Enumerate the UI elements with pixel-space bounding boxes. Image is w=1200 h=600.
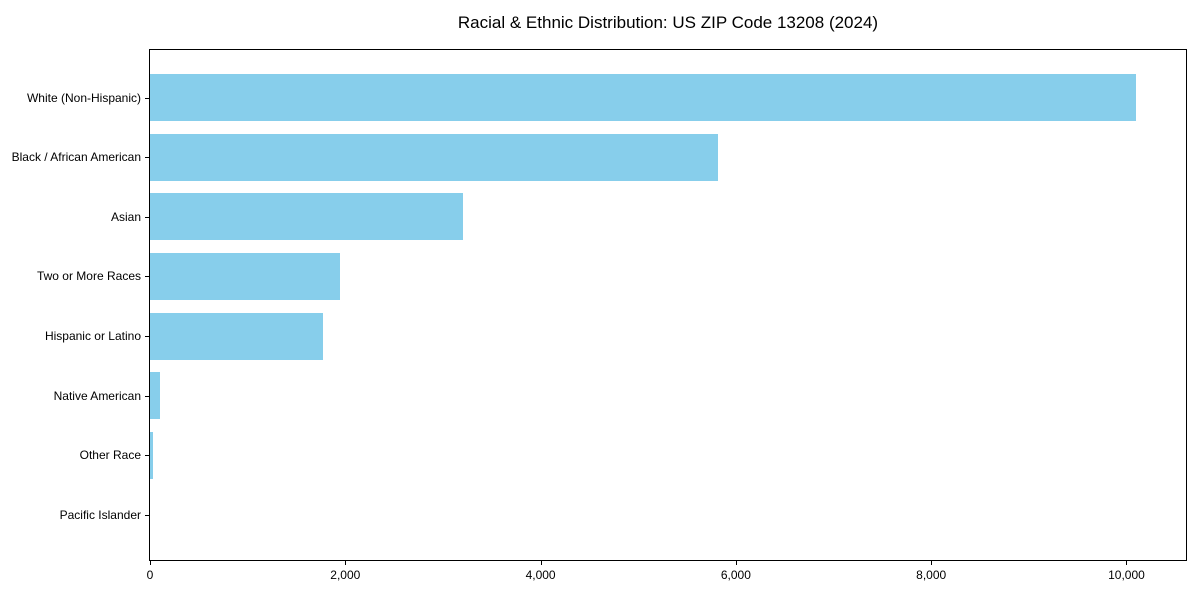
- bar-two-or-more-races: [150, 252, 341, 300]
- y-tick-mark: [145, 336, 149, 338]
- y-tick-mark: [145, 455, 149, 457]
- x-tick-label: 6,000: [720, 568, 751, 582]
- x-tick-label: 2,000: [330, 568, 361, 582]
- x-tick-mark: [1126, 561, 1128, 565]
- bar-native-american: [150, 372, 160, 420]
- x-tick-mark: [931, 561, 933, 565]
- y-tick-label: Other Race: [79, 448, 141, 463]
- bar-white-non-hispanic: [150, 74, 1137, 121]
- x-tick-label: 4,000: [525, 568, 556, 582]
- y-tick-mark: [145, 157, 149, 159]
- y-tick-label: Hispanic or Latino: [44, 329, 141, 344]
- y-tick-mark: [145, 276, 149, 278]
- x-tick-label: 8,000: [916, 568, 947, 582]
- y-tick-label: Asian: [110, 209, 141, 224]
- x-tick-label: 10,000: [1108, 568, 1145, 582]
- chart-title: Racial & Ethnic Distribution: US ZIP Cod…: [457, 13, 879, 32]
- bar-asian: [150, 193, 464, 241]
- y-tick-label: Two or More Races: [36, 269, 141, 284]
- x-tick-label: 0: [146, 568, 154, 582]
- y-tick-label: Pacific Islander: [59, 508, 141, 523]
- y-tick-mark: [145, 216, 149, 218]
- x-tick-mark: [540, 561, 542, 565]
- bar-other-race: [150, 431, 153, 479]
- y-tick-mark: [145, 395, 149, 397]
- plot-area: White (Non-Hispanic) Black / African Amer…: [12, 49, 1187, 582]
- y-tick-mark: [145, 515, 149, 517]
- x-tick-mark: [150, 561, 151, 565]
- y-tick-label: Native American: [53, 388, 141, 403]
- y-tick-mark: [145, 97, 149, 99]
- x-tick-mark: [345, 561, 347, 565]
- x-tick-mark: [735, 561, 737, 565]
- bar-black-african-american: [150, 133, 719, 181]
- y-tick-label: Black / African American: [11, 150, 141, 165]
- y-tick-label: White (Non-Hispanic): [26, 90, 141, 105]
- bar-hispanic-or-latino: [150, 312, 323, 360]
